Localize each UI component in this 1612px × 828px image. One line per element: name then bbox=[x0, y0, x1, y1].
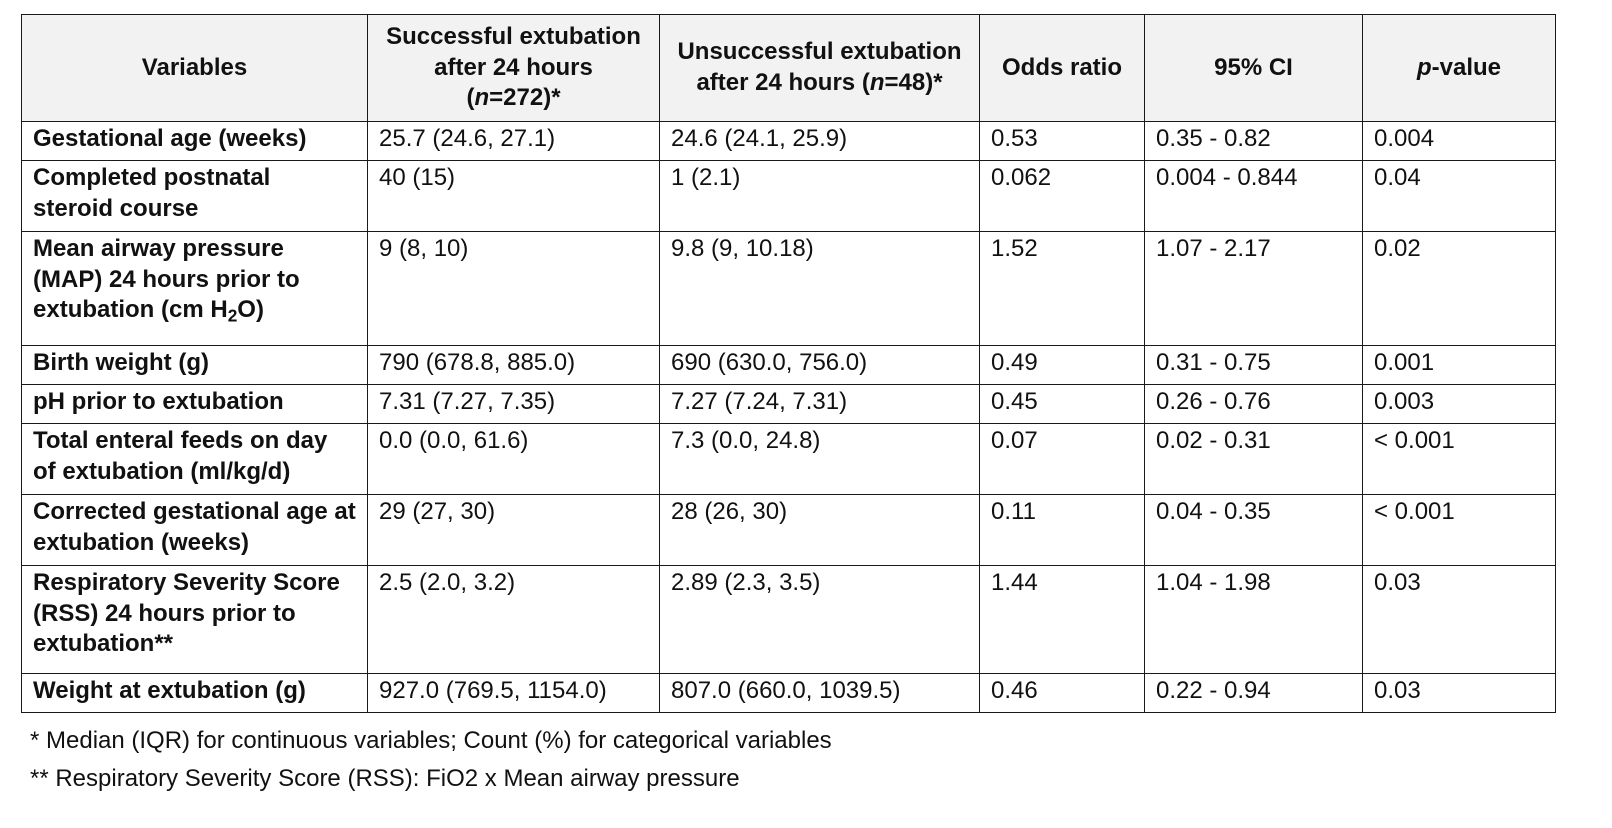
successful-cell: 25.7 (24.6, 27.1) bbox=[367, 121, 660, 161]
odds-ratio-cell: 0.49 bbox=[979, 345, 1145, 385]
header-p-value: p-value bbox=[1362, 14, 1556, 122]
table-row: Completed postnatal steroid course 40 (1… bbox=[21, 160, 1556, 232]
table-row: Total enteral feeds on day of extubation… bbox=[21, 423, 1556, 495]
header-successful-n-open: ( bbox=[466, 84, 475, 112]
extubation-results-table: Variables Successful extubation after 24… bbox=[21, 14, 1556, 713]
header-unsuccessful-line2-pre: after 24 hours ( bbox=[696, 69, 870, 96]
variable-cell: Birth weight (g) bbox=[21, 345, 368, 385]
variable-cell: Total enteral feeds on day of extubation… bbox=[21, 423, 368, 495]
p-value-cell: 0.03 bbox=[1362, 673, 1556, 713]
variable-cell: Corrected gestational age at extubation … bbox=[21, 494, 368, 566]
header-unsuccessful-line1: Unsuccessful extubation bbox=[677, 38, 962, 66]
ci-cell: 1.07 - 2.17 bbox=[1144, 231, 1363, 346]
odds-ratio-cell: 0.45 bbox=[979, 384, 1145, 424]
header-row: Variables Successful extubation after 24… bbox=[21, 14, 1556, 122]
table-row: Birth weight (g) 790 (678.8, 885.0) 690 … bbox=[21, 345, 1556, 385]
odds-ratio-cell: 0.46 bbox=[979, 673, 1145, 713]
ci-cell: 0.004 - 0.844 bbox=[1144, 160, 1363, 232]
unsuccessful-cell: 1 (2.1) bbox=[659, 160, 980, 232]
unsuccessful-cell: 24.6 (24.1, 25.9) bbox=[659, 121, 980, 161]
variable-cell: Respiratory Severity Score (RSS) 24 hour… bbox=[21, 565, 368, 674]
variable-cell: Completed postnatal steroid course bbox=[21, 160, 368, 232]
ci-cell: 0.22 - 0.94 bbox=[1144, 673, 1363, 713]
table-row: Gestational age (weeks) 25.7 (24.6, 27.1… bbox=[21, 121, 1556, 161]
odds-ratio-cell: 0.062 bbox=[979, 160, 1145, 232]
header-unsuccessful-n: n bbox=[869, 69, 885, 96]
p-value-cell: < 0.001 bbox=[1362, 494, 1556, 566]
p-value-cell: 0.003 bbox=[1362, 384, 1556, 424]
odds-ratio-cell: 0.07 bbox=[979, 423, 1145, 495]
subscript-2: 2 bbox=[227, 305, 238, 326]
unsuccessful-cell: 807.0 (660.0, 1039.5) bbox=[659, 673, 980, 713]
unsuccessful-cell: 7.27 (7.24, 7.31) bbox=[659, 384, 980, 424]
header-unsuccessful-extubation: Unsuccessful extubation after 24 hours (… bbox=[659, 14, 980, 122]
variable-text-end: O) bbox=[237, 296, 264, 324]
table-row: Respiratory Severity Score (RSS) 24 hour… bbox=[21, 565, 1556, 674]
table-row: Mean airway pressure (MAP) 24 hours prio… bbox=[21, 231, 1556, 346]
header-p-italic: p bbox=[1416, 53, 1432, 81]
header-variables: Variables bbox=[21, 14, 368, 122]
header-unsuccessful-line2-post: =48)* bbox=[884, 69, 943, 96]
variable-text: Mean airway pressure (MAP) 24 hours prio… bbox=[33, 235, 300, 324]
table-footnotes: * Median (IQR) for continuous variables;… bbox=[30, 722, 832, 798]
ci-cell: 0.02 - 0.31 bbox=[1144, 423, 1363, 495]
ci-cell: 0.26 - 0.76 bbox=[1144, 384, 1363, 424]
successful-cell: 7.31 (7.27, 7.35) bbox=[367, 384, 660, 424]
successful-cell: 9 (8, 10) bbox=[367, 231, 660, 346]
table-row: Weight at extubation (g) 927.0 (769.5, 1… bbox=[21, 673, 1556, 713]
variable-cell: Gestational age (weeks) bbox=[21, 121, 368, 161]
table-row: pH prior to extubation 7.31 (7.27, 7.35)… bbox=[21, 384, 1556, 424]
p-value-cell: 0.03 bbox=[1362, 565, 1556, 674]
table-row: Corrected gestational age at extubation … bbox=[21, 494, 1556, 566]
footnote-rss-definition: ** Respiratory Severity Score (RSS): FiO… bbox=[30, 765, 740, 792]
unsuccessful-cell: 28 (26, 30) bbox=[659, 494, 980, 566]
unsuccessful-cell: 2.89 (2.3, 3.5) bbox=[659, 565, 980, 674]
unsuccessful-cell: 690 (630.0, 756.0) bbox=[659, 345, 980, 385]
ci-cell: 0.31 - 0.75 bbox=[1144, 345, 1363, 385]
ci-cell: 0.04 - 0.35 bbox=[1144, 494, 1363, 566]
successful-cell: 2.5 (2.0, 3.2) bbox=[367, 565, 660, 674]
header-successful-count: (n=272)* bbox=[376, 83, 651, 114]
header-successful-line1: Successful extubation bbox=[386, 22, 641, 50]
p-value-cell: < 0.001 bbox=[1362, 423, 1556, 495]
ci-cell: 0.35 - 0.82 bbox=[1144, 121, 1363, 161]
p-value-cell: 0.04 bbox=[1362, 160, 1556, 232]
successful-cell: 790 (678.8, 885.0) bbox=[367, 345, 660, 385]
successful-cell: 0.0 (0.0, 61.6) bbox=[367, 423, 660, 495]
p-value-cell: 0.001 bbox=[1362, 345, 1556, 385]
header-successful-n-rest: =272)* bbox=[489, 84, 561, 112]
successful-cell: 29 (27, 30) bbox=[367, 494, 660, 566]
header-successful-n: n bbox=[474, 84, 490, 112]
header-successful-line2: after 24 hours bbox=[434, 53, 593, 81]
header-95-ci: 95% CI bbox=[1144, 14, 1363, 122]
header-unsuccessful-line2: after 24 hours (n=48)* bbox=[668, 68, 971, 99]
odds-ratio-cell: 0.11 bbox=[979, 494, 1145, 566]
unsuccessful-cell: 9.8 (9, 10.18) bbox=[659, 231, 980, 346]
variable-cell: Mean airway pressure (MAP) 24 hours prio… bbox=[21, 231, 368, 346]
ci-cell: 1.04 - 1.98 bbox=[1144, 565, 1363, 674]
variable-cell: Weight at extubation (g) bbox=[21, 673, 368, 713]
header-odds-ratio: Odds ratio bbox=[979, 14, 1145, 122]
unsuccessful-cell: 7.3 (0.0, 24.8) bbox=[659, 423, 980, 495]
successful-cell: 40 (15) bbox=[367, 160, 660, 232]
header-successful-extubation: Successful extubation after 24 hours (n=… bbox=[367, 14, 660, 122]
odds-ratio-cell: 0.53 bbox=[979, 121, 1145, 161]
p-value-cell: 0.02 bbox=[1362, 231, 1556, 346]
footnote-median-iqr: * Median (IQR) for continuous variables;… bbox=[30, 727, 832, 754]
header-p-rest: -value bbox=[1431, 53, 1502, 81]
odds-ratio-cell: 1.44 bbox=[979, 565, 1145, 674]
successful-cell: 927.0 (769.5, 1154.0) bbox=[367, 673, 660, 713]
odds-ratio-cell: 1.52 bbox=[979, 231, 1145, 346]
variable-cell: pH prior to extubation bbox=[21, 384, 368, 424]
p-value-cell: 0.004 bbox=[1362, 121, 1556, 161]
